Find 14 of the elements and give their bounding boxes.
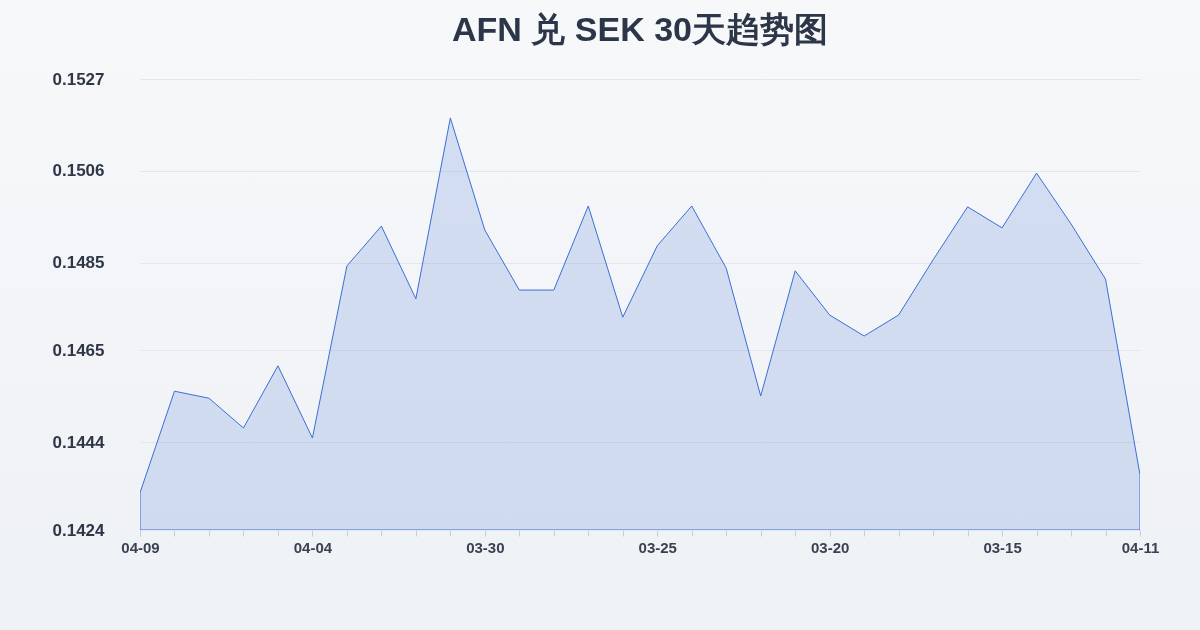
x-tick-label: 03-15 [983, 538, 1022, 556]
x-tick-label: 03-20 [810, 538, 850, 556]
x-tick-label: 04-11 [1121, 538, 1160, 556]
x-tick-label: 04-09 [121, 538, 160, 556]
y-tick-label: 0.1527 [52, 69, 105, 89]
y-tick-label: 0.1424 [52, 520, 106, 540]
x-tick-label: 03-25 [638, 538, 677, 556]
chart-title: AFN 兑 SEK 30天趋势图 [452, 10, 828, 48]
y-tick-label: 0.1444 [52, 432, 106, 452]
x-tick-label: 03-30 [466, 538, 505, 556]
y-tick-label: 0.1485 [52, 253, 105, 273]
y-tick-label: 0.1506 [52, 161, 105, 181]
y-tick-label: 0.1465 [52, 340, 105, 360]
x-tick-label: 04-04 [293, 538, 333, 556]
